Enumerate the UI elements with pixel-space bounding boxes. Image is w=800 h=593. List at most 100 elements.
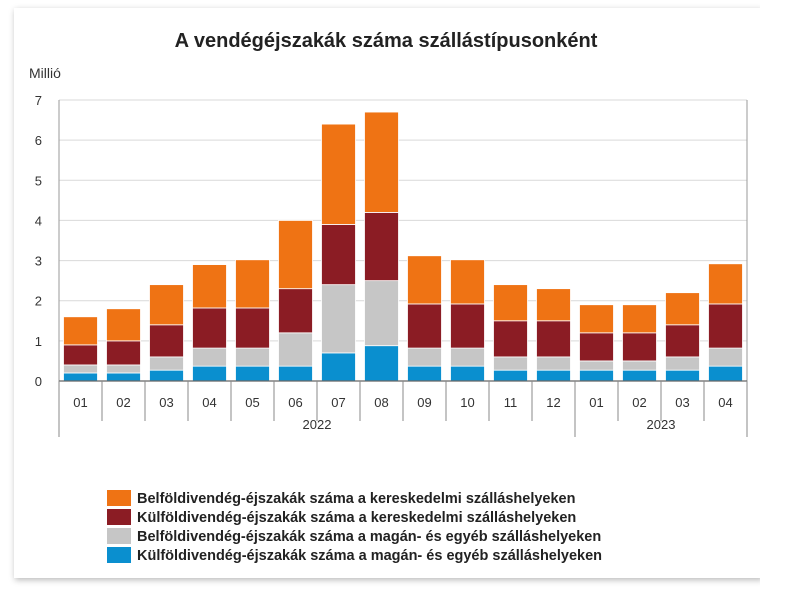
bars <box>63 111 743 382</box>
bar-segment-1 <box>192 365 227 382</box>
y-tick-label: 2 <box>35 294 42 309</box>
y-tick-label: 0 <box>35 374 42 389</box>
bar-segment-2 <box>321 284 356 354</box>
bar-segment-1 <box>536 369 571 382</box>
page-edge <box>760 0 800 593</box>
bar-segment-2 <box>450 347 485 367</box>
x-tick-label: 07 <box>331 395 345 410</box>
bar-segment-1 <box>407 365 442 382</box>
x-tick-label: 02 <box>632 395 646 410</box>
bar-segment-4 <box>63 316 98 346</box>
x-tick-label: 04 <box>202 395 216 410</box>
legend: Belföldivendég-éjszakák száma a keresked… <box>107 490 602 564</box>
bar-segment-3 <box>149 324 184 358</box>
bar-segment-4 <box>192 264 227 309</box>
bar-segment-1 <box>665 369 700 382</box>
bar-segment-3 <box>106 340 141 366</box>
legend-swatch <box>107 490 131 506</box>
x-tick-label: 04 <box>718 395 732 410</box>
gridlines <box>59 99 747 382</box>
bar-segment-1 <box>278 365 313 382</box>
bar-segment-4 <box>235 259 270 309</box>
x-tick-label: 06 <box>288 395 302 410</box>
bar-segment-1 <box>106 372 141 382</box>
y-tick-label: 6 <box>35 133 42 148</box>
y-tick-label: 7 <box>35 93 42 108</box>
bar-segment-2 <box>149 356 184 371</box>
bar-segment-3 <box>321 224 356 286</box>
bar-segment-2 <box>106 364 141 374</box>
bar-segment-3 <box>235 307 270 349</box>
bar-segment-1 <box>622 369 657 382</box>
bar-segment-2 <box>192 347 227 367</box>
x-tick-label: 08 <box>374 395 388 410</box>
x-tick-label: 03 <box>159 395 173 410</box>
y-axis-unit-label: Millió <box>29 65 61 81</box>
legend-label: Belföldivendég-éjszakák száma a keresked… <box>137 491 575 507</box>
bar-segment-2 <box>665 356 700 371</box>
bar-segment-2 <box>278 332 313 367</box>
legend-label: Külföldivendég-éjszakák száma a keresked… <box>137 510 576 526</box>
x-tick-label: 02 <box>116 395 130 410</box>
bar-segment-3 <box>450 303 485 349</box>
bar-segment-3 <box>493 320 528 358</box>
bar-segment-1 <box>364 345 399 382</box>
chart-title: A vendégéjszakák száma szállástípusonkén… <box>175 30 598 52</box>
x-tick-label: 01 <box>73 395 87 410</box>
legend-label: Külföldivendég-éjszakák száma a magán- é… <box>137 548 602 564</box>
bar-segment-4 <box>450 259 485 305</box>
bar-segment-4 <box>665 292 700 326</box>
bar-segment-4 <box>622 304 657 334</box>
bar-segment-4 <box>579 304 614 334</box>
bar-segment-2 <box>63 364 98 374</box>
x-tick-label: 01 <box>589 395 603 410</box>
bar-segment-1 <box>63 372 98 382</box>
bar-segment-1 <box>450 365 485 382</box>
bar-segment-4 <box>708 263 743 305</box>
bar-segment-1 <box>235 365 270 382</box>
y-tick-label: 5 <box>35 173 42 188</box>
bar-segment-2 <box>708 347 743 367</box>
bar-segment-1 <box>321 352 356 382</box>
x-group-label: 2023 <box>647 417 676 432</box>
bar-segment-2 <box>364 280 399 347</box>
bar-segment-3 <box>536 320 571 358</box>
bar-segment-1 <box>149 369 184 382</box>
bar-segment-2 <box>407 347 442 367</box>
bar-segment-4 <box>364 111 399 213</box>
bar-segment-2 <box>536 356 571 371</box>
legend-swatch <box>107 547 131 563</box>
y-tick-label: 4 <box>35 213 42 228</box>
bar-segment-3 <box>63 344 98 366</box>
bar-segment-4 <box>536 288 571 322</box>
y-tick-label: 3 <box>35 254 42 269</box>
x-tick-label: 05 <box>245 395 259 410</box>
bar-segment-4 <box>149 284 184 326</box>
x-tick-label: 10 <box>460 395 474 410</box>
legend-swatch <box>107 509 131 525</box>
x-tick-label: 12 <box>546 395 560 410</box>
bar-segment-4 <box>493 284 528 322</box>
bar-segment-1 <box>493 369 528 382</box>
bar-segment-3 <box>278 288 313 334</box>
bar-segment-4 <box>278 220 313 290</box>
bar-segment-3 <box>407 303 442 349</box>
bar-segment-3 <box>708 303 743 349</box>
x-tick-label: 03 <box>675 395 689 410</box>
bar-segment-4 <box>106 308 141 342</box>
y-tick-label: 1 <box>35 334 42 349</box>
bar-segment-3 <box>192 307 227 349</box>
legend-swatch <box>107 528 131 544</box>
bar-segment-4 <box>321 123 356 225</box>
bar-segment-1 <box>708 365 743 382</box>
x-tick-label: 11 <box>504 395 518 410</box>
bar-segment-3 <box>622 332 657 362</box>
bar-segment-2 <box>493 356 528 371</box>
bar-segment-3 <box>665 324 700 358</box>
x-group-label: 2022 <box>303 417 332 432</box>
x-tick-label: 09 <box>417 395 431 410</box>
legend-label: Belföldivendég-éjszakák száma a magán- é… <box>137 529 601 545</box>
bar-segment-2 <box>622 360 657 371</box>
